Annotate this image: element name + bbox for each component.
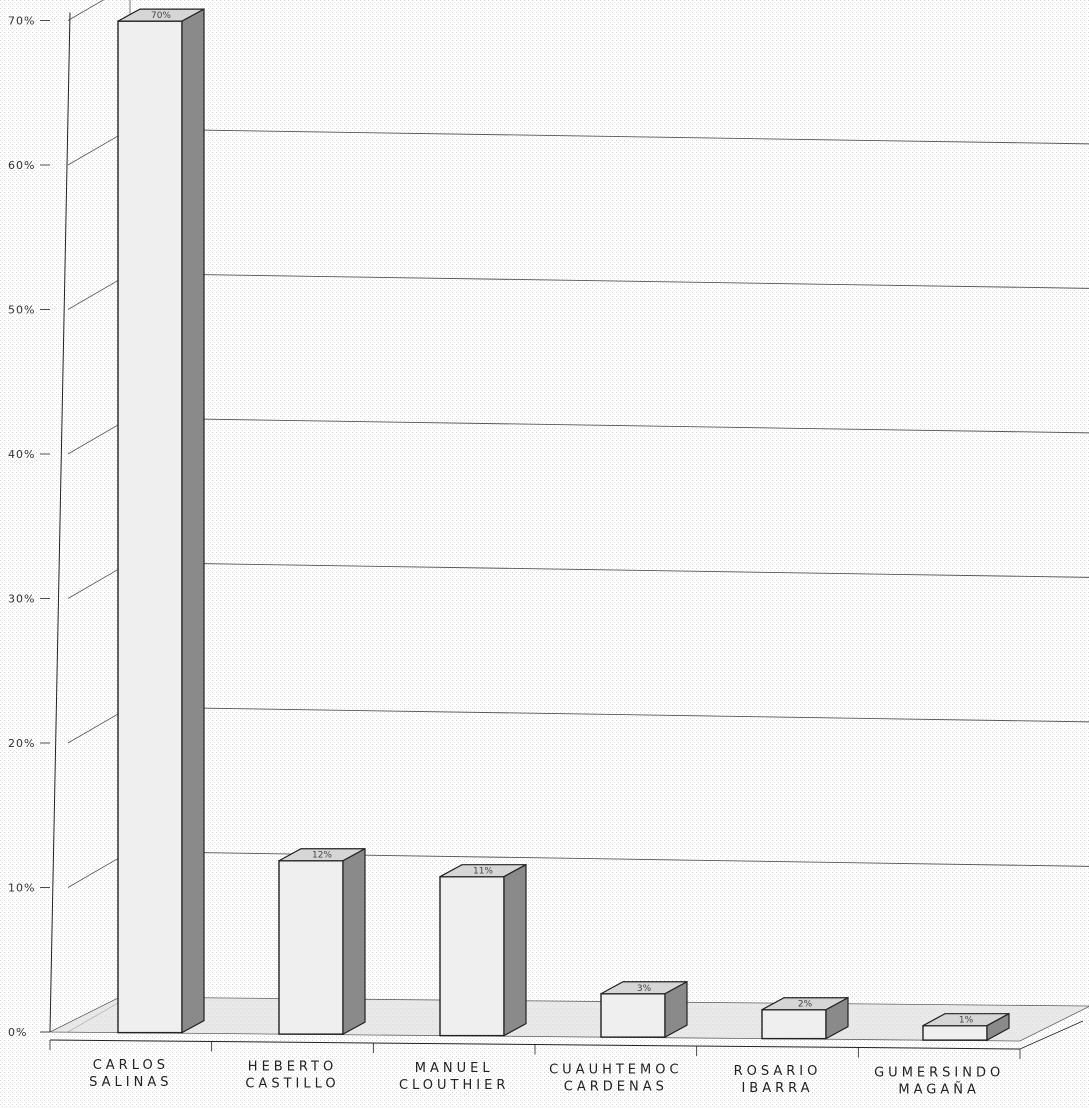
y-axis: 0% 10% 20% 30% 40% 50% 60% 70% [8,0,1084,1060]
gridline-connector [67,0,105,21]
category-label: MAGAÑA [898,1081,979,1097]
bar-front [278,860,344,1035]
bar-value-label: 1% [959,1016,974,1026]
bar-value-label: 3% [637,984,652,994]
category-label: CARLOS [93,1058,169,1073]
bar: 12% [278,847,366,1036]
gridline [129,562,1089,578]
floor-edge [1019,1020,1084,1050]
bar-front [439,875,505,1037]
category-label: CLOUTHIER [399,1078,509,1093]
bar: 70% [117,8,205,1034]
bar-front [117,20,183,1034]
category-label: ROSARIO [734,1064,822,1079]
bar: 1% [922,1012,1010,1042]
bar-value-label: 12% [312,851,332,861]
gridlines [67,0,1089,1033]
bar: 11% [439,863,527,1037]
gridline [129,128,1089,145]
bar: 2% [761,996,849,1040]
category-label: CASTILLO [245,1076,339,1091]
y-axis-line [49,12,71,1033]
y-tick-label: 10% [8,882,35,895]
bars: 70% 12% 11% 3% 2% 1% [117,8,1010,1042]
bar-value-label: 2% [798,1000,813,1010]
bar: 3% [600,980,688,1039]
y-tick-label: 0% [8,1026,27,1039]
y-tick-label: 40% [8,448,35,461]
bar-front [761,1009,827,1040]
y-tick-label: 20% [8,737,35,750]
bar-side [825,996,849,1040]
category-label: CUAUHTEMOC [549,1062,682,1077]
category-label: HEBERTO [248,1059,337,1074]
bar-front [922,1024,988,1041]
bar-value-label: 70% [151,11,171,21]
category-label: SALINAS [89,1075,172,1090]
bar-side [986,1012,1010,1042]
category-labels: CARLOS SALINAS HEBERTO CASTILLO MANUEL CLOUTH… [89,1058,1004,1098]
bar-side [503,863,527,1037]
gridline [129,851,1089,867]
category-label: MANUEL [415,1061,494,1076]
gridline [129,417,1089,434]
category-label: IBARRA [741,1081,813,1096]
gridline [129,273,1089,289]
category-label: GUMERSINDO [874,1065,1004,1080]
y-tick-label: 30% [8,593,35,606]
bar-side [181,8,205,1034]
y-tick-label: 70% [8,15,35,28]
bar-side [664,980,688,1039]
y-tick-label: 60% [8,159,35,172]
bar-value-label: 11% [473,867,493,877]
gridline [129,706,1089,723]
bar-side [342,847,366,1036]
category-label: CARDENAS [564,1079,668,1094]
bar-front [600,993,666,1038]
y-tick-label: 50% [8,304,35,317]
